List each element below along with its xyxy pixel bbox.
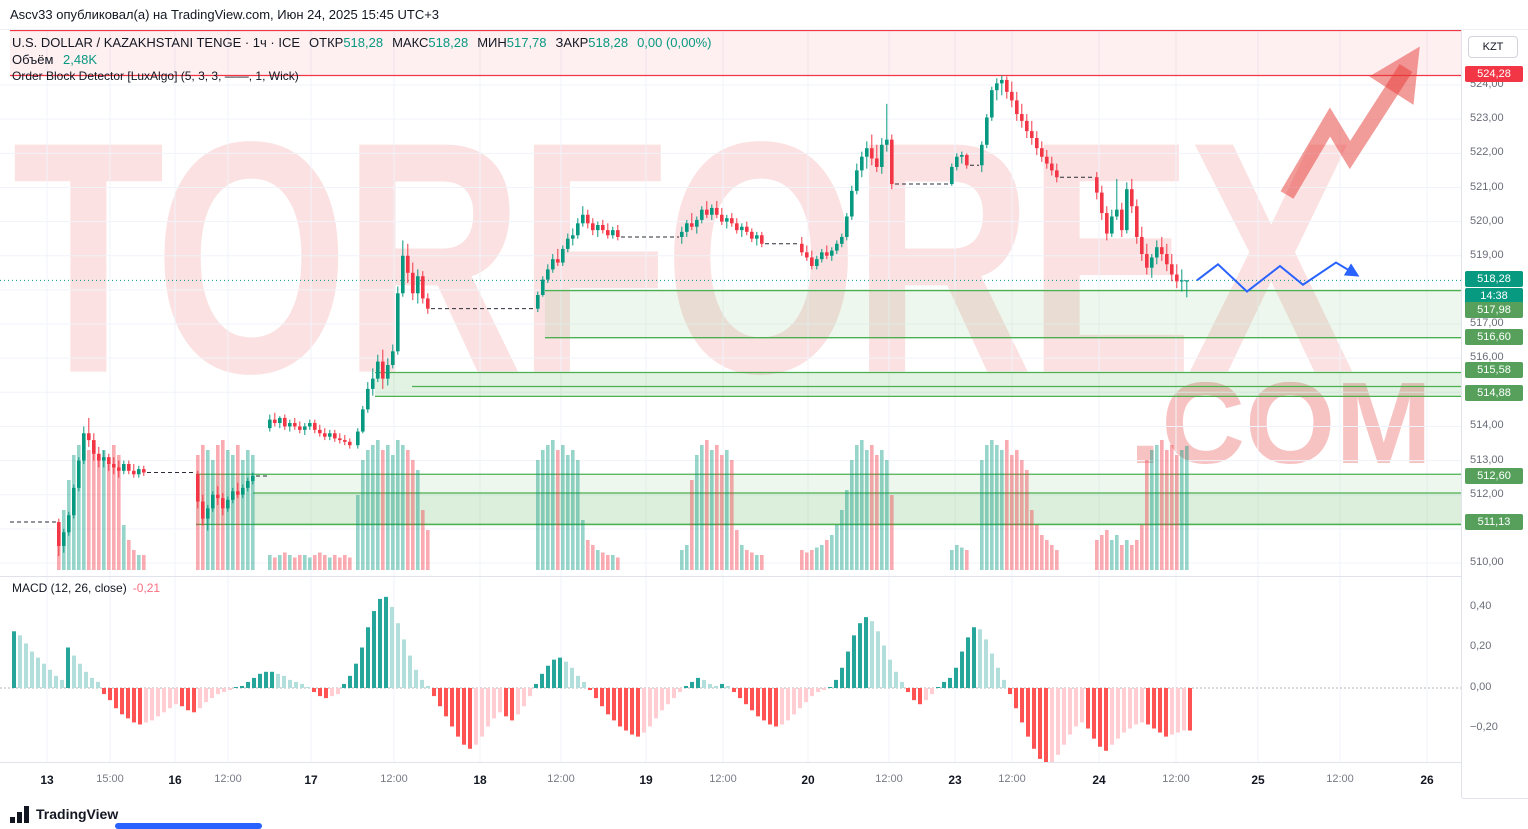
price-axis-label: 512,00 — [1470, 488, 1504, 500]
current-price-badge: 518,28 — [1465, 271, 1523, 287]
price-axis-label: 523,00 — [1470, 112, 1504, 124]
orderblock-price-badge: 511,13 — [1465, 514, 1523, 530]
orderblock-price-badge: 514,88 — [1465, 385, 1523, 401]
pane-divider[interactable] — [0, 576, 1462, 577]
volume-label: Объём — [12, 52, 54, 67]
indicator-title[interactable]: Order Block Detector [LuxAlgo] (5, 3, 3,… — [12, 69, 299, 83]
price-axis-label: 519,00 — [1470, 249, 1504, 261]
time-axis-label[interactable]: 25 — [1251, 773, 1265, 787]
price-axis-label: 510,00 — [1470, 556, 1504, 568]
time-axis-label[interactable]: 12:00 — [875, 773, 903, 785]
chart-area: TORFOREX .COM U.S. DOLLAR / KAZAKHSTANI … — [0, 30, 1528, 799]
volume-value: 2,48K — [63, 52, 98, 67]
change-value: 0,00 (0,00%) — [637, 35, 712, 50]
resistance-price-badge: 524,28 — [1465, 66, 1523, 82]
macd-title[interactable]: MACD (12, 26, close) — [12, 581, 127, 595]
time-axis-label[interactable]: 13 — [40, 773, 54, 787]
time-axis-label[interactable]: 24 — [1092, 773, 1106, 787]
price-axis-label: −0,20 — [1470, 721, 1498, 733]
price-axis-label: 513,00 — [1470, 454, 1504, 466]
timeline-scrollbar[interactable] — [115, 823, 262, 829]
orderblock-price-badge: 512,60 — [1465, 468, 1523, 484]
price-axis-label: 517,00 — [1470, 317, 1504, 329]
watermark: TORFOREX .COM — [0, 30, 1460, 798]
price-axis-label: 522,00 — [1470, 146, 1504, 158]
symbol-title[interactable]: U.S. DOLLAR / KAZAKHSTANI TENGE · 1ч · I… — [12, 35, 301, 50]
price-axis-label: 0,40 — [1470, 600, 1492, 612]
orderblock-price-badge: 517,98 — [1465, 302, 1523, 318]
open-value: 518,28 — [343, 35, 384, 50]
price-axis-label: 0,00 — [1470, 681, 1492, 693]
time-axis-label[interactable]: 12:00 — [547, 773, 575, 785]
open-label: ОТКР — [309, 35, 344, 50]
time-axis-label[interactable]: 12:00 — [380, 773, 408, 785]
time-axis-label[interactable]: 20 — [801, 773, 815, 787]
price-axis-label: 516,00 — [1470, 351, 1504, 363]
time-axis-label[interactable]: 12:00 — [1162, 773, 1190, 785]
macd-value: -0,21 — [132, 581, 161, 595]
volume-legend-row[interactable]: Объём 2,48K — [12, 51, 712, 68]
time-axis-label[interactable]: 15:00 — [96, 773, 124, 785]
time-axis-label[interactable]: 17 — [304, 773, 318, 787]
time-axis-label[interactable]: 26 — [1420, 773, 1434, 787]
low-value: 517,78 — [506, 35, 547, 50]
price-axis-label: 520,00 — [1470, 215, 1504, 227]
macd-canvas[interactable] — [0, 576, 1462, 762]
price-axis-label: 514,00 — [1470, 419, 1504, 431]
time-axis-label[interactable]: 18 — [473, 773, 487, 787]
countdown-badge: 14:38 — [1465, 288, 1523, 304]
time-axis-label[interactable]: 12:00 — [1326, 773, 1354, 785]
close-value: 518,28 — [588, 35, 629, 50]
time-axis-label[interactable]: 12:00 — [709, 773, 737, 785]
tradingview-logo-icon[interactable] — [10, 805, 29, 823]
footer-bar: TradingView — [0, 798, 1528, 829]
time-axis-label[interactable]: 23 — [948, 773, 962, 787]
low-label: МИН — [477, 35, 507, 50]
orderblock-price-badge: 516,60 — [1465, 329, 1523, 345]
time-axis-label[interactable]: 16 — [168, 773, 182, 787]
orderblock-price-badge: 515,58 — [1465, 362, 1523, 378]
price-axis[interactable]: KZT 524,00 523,00 522,00 521,00 520,00 519,00… — [1461, 30, 1528, 798]
high-label: МАКС — [392, 35, 429, 50]
price-axis-label: 521,00 — [1470, 181, 1504, 193]
macd-legend-row[interactable]: MACD (12, 26, close) -0,21 — [12, 581, 160, 595]
chart-legend: U.S. DOLLAR / KAZAKHSTANI TENGE · 1ч · I… — [12, 34, 712, 85]
main-chart-canvas[interactable] — [0, 30, 1462, 576]
watermark-text: TORFOREX — [12, 73, 1354, 442]
time-axis-label[interactable]: 12:00 — [998, 773, 1026, 785]
time-axis-label[interactable]: 19 — [639, 773, 653, 787]
watermark-com-text: .COM — [1129, 358, 1432, 488]
tradingview-brand[interactable]: TradingView — [36, 806, 119, 822]
time-axis[interactable]: 13 15:00 16 12:00 17 12:00 18 12:00 19 12:00 20 12:… — [0, 762, 1462, 799]
byline[interactable]: Ascv33 опубликовал(а) на TradingView.com… — [0, 0, 1528, 30]
time-axis-label[interactable]: 12:00 — [214, 773, 242, 785]
price-axis-label: 0,20 — [1470, 640, 1492, 652]
close-label: ЗАКР — [555, 35, 589, 50]
symbol-legend-row[interactable]: U.S. DOLLAR / KAZAKHSTANI TENGE · 1ч · I… — [12, 34, 712, 51]
indicator-legend-row[interactable]: Order Block Detector [LuxAlgo] (5, 3, 3,… — [12, 68, 712, 85]
currency-toggle-button[interactable]: KZT — [1468, 36, 1518, 58]
high-value: 518,28 — [428, 35, 469, 50]
